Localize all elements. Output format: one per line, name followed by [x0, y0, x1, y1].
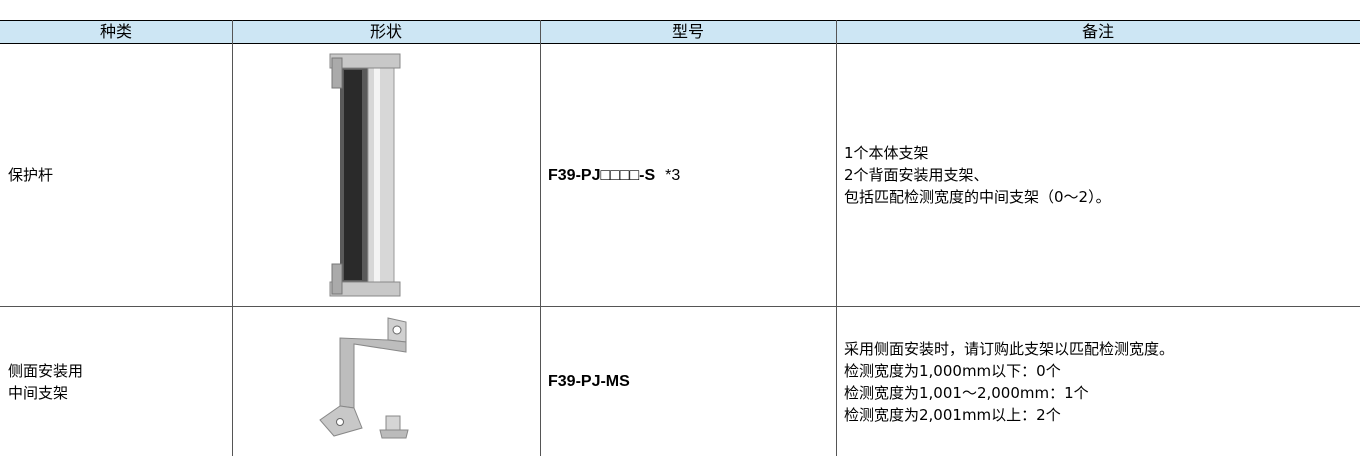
remark-line: 检测宽度为2,001mm以上：2个: [844, 405, 1061, 424]
product-image: [329, 53, 401, 297]
header-cell: 备注: [836, 20, 1360, 44]
remark-line: 检测宽度为1,001～2,000mm：1个: [844, 383, 1089, 402]
remark-line: 采用侧面安装时，请订购此支架以匹配检测宽度。: [844, 339, 1175, 358]
model-text: F39-PJ□□□□-S: [548, 166, 656, 184]
divider: [232, 20, 233, 456]
remarks-cell: 采用侧面安装时，请订购此支架以匹配检测宽度。 检测宽度为1,000mm以下：0个…: [836, 307, 1360, 456]
divider: [0, 306, 1360, 307]
remark-line: 检测宽度为1,000mm以下：0个: [844, 361, 1061, 380]
remarks-cell: 1个本体支架 2个背面安装用支架、 包括匹配检测宽度的中间支架（0～2）。: [836, 44, 1360, 306]
model-text: F39-PJ-MS: [548, 372, 630, 390]
divider: [540, 20, 541, 456]
header-cell: 形状: [232, 20, 540, 44]
type-text: 中间支架: [8, 383, 69, 402]
model-cell: F39-PJ□□□□-S *3: [540, 44, 836, 306]
type-cell: 保护杆: [0, 44, 232, 306]
header-cell: 型号: [540, 20, 836, 44]
type-text: 侧面安装用: [8, 361, 84, 380]
header-cell: 种类: [0, 20, 232, 44]
type-text: 保护杆: [8, 166, 54, 184]
remark-line: 包括匹配检测宽度的中间支架（0～2）。: [844, 188, 1111, 206]
product-image: [319, 317, 409, 439]
model-cell: F39-PJ-MS: [540, 307, 836, 456]
remark-line: 2个背面安装用支架、: [844, 166, 989, 184]
model-note: *3: [665, 166, 681, 184]
remark-line: 1个本体支架: [844, 144, 929, 162]
type-cell: 侧面安装用 中间支架: [0, 307, 232, 456]
divider: [836, 20, 837, 456]
